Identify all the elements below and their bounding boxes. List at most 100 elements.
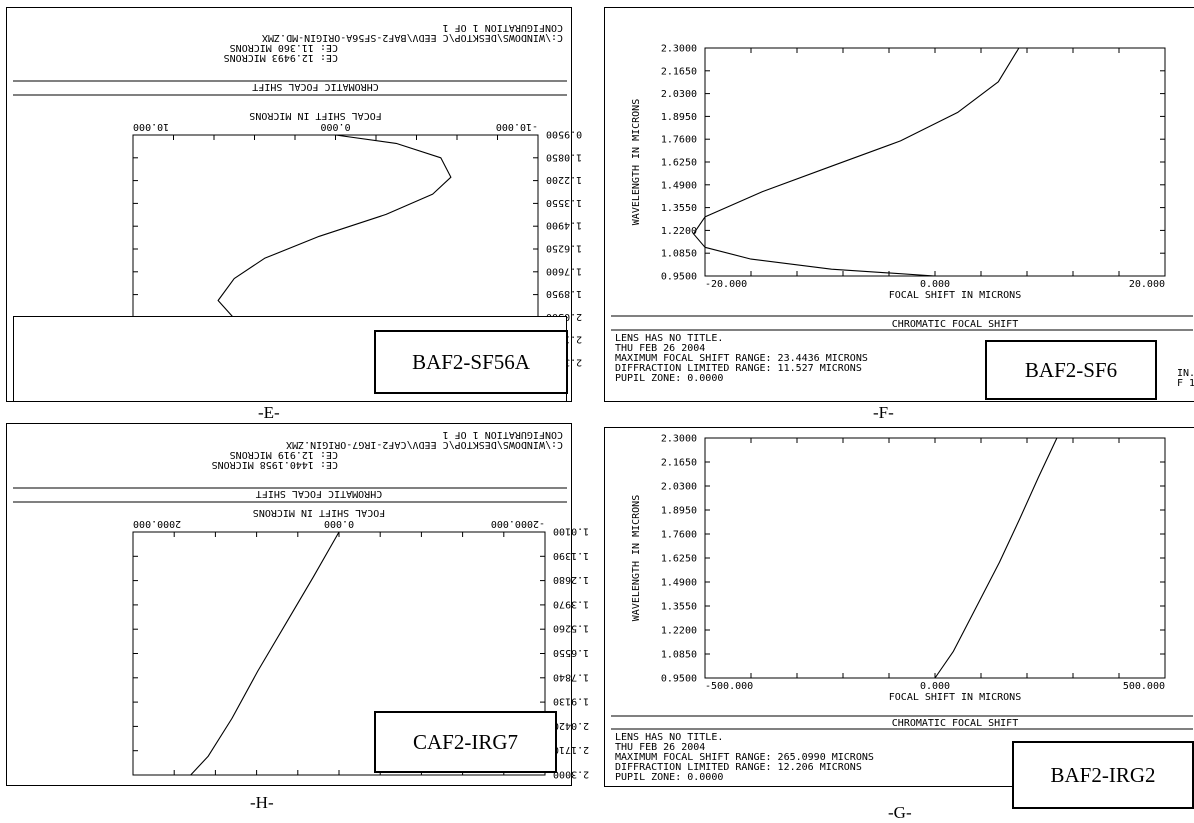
y-tick-label: 1.7840: [553, 671, 589, 682]
plot-frame: [704, 47, 1166, 277]
y-axis-label: WAVELENGTH IN MICRONS: [631, 495, 642, 621]
x-tick-label: 0.000: [920, 279, 950, 290]
x-tick-label: 500.000: [1123, 681, 1165, 692]
info-line: LENS HAS NO TITLE.: [615, 732, 723, 743]
x-axis-label: FOCAL SHIFT IN MICRONS: [249, 110, 381, 121]
y-tick-label: 1.4900: [546, 220, 582, 231]
chart-title: CHROMATIC FOCAL SHIFT: [256, 488, 382, 499]
y-tick-label: 1.0850: [661, 650, 697, 661]
x-tick-label: -2000.000: [491, 518, 545, 529]
x-tick-label: 2000.000: [133, 518, 181, 529]
y-tick-label: 2.3000: [661, 434, 697, 445]
y-axis-label: WAVELENGTH IN MICRONS: [631, 99, 642, 225]
info-line: THU FEB 26 2004: [615, 343, 705, 354]
footer-line: C:\WINDOWS\DESKTOP\C EEDV\BAF2-SF56A-ORI…: [262, 32, 563, 43]
panel-f: 0.9500 1.0850 1.2200 1.3550 1.4900 1.6250 1.76…: [604, 7, 1194, 402]
y-tick-label: 1.7600: [546, 265, 582, 276]
y-tick-label: 1.4900: [661, 180, 697, 191]
range-line: CE: 12.9493 MICRONS: [224, 52, 338, 63]
panel-letter-g: -G-: [888, 803, 912, 822]
x-tick-label: 0.000: [324, 518, 354, 529]
glass-label-f: BAF2-SF6: [985, 340, 1157, 400]
y-tick-label: 2.1650: [661, 458, 697, 469]
panel-g: 0.9500 1.0850 1.2200 1.3550 1.4900 1.6250 1.76…: [604, 427, 1194, 787]
y-tick-label: 1.3550: [661, 203, 697, 214]
x-tick-label: -10.000: [496, 121, 538, 132]
y-tick-label: 1.0100: [553, 526, 589, 537]
info-line: DIFFRACTION LIMITED RANGE: 12.206 MICRON…: [615, 762, 862, 773]
info-line: MAXIMUM FOCAL SHIFT RANGE: 265.0990 MICR…: [615, 752, 874, 763]
footer-line: CONFIGURATION 1 OF 1: [443, 22, 563, 33]
footer-line: CONFIGURATION 1 OF 1: [443, 429, 563, 440]
footer-line: C:\WINDOWS\DESKTOP\C EEDV\CAF2-IRG7-ORIG…: [286, 439, 563, 450]
glass-label-g: BAF2-IRG2: [1012, 741, 1194, 809]
y-tick-label: 1.6250: [661, 158, 697, 169]
y-tick-label: 1.6550: [553, 647, 589, 658]
info-line: PUPIL ZONE: 0.0000: [615, 772, 723, 783]
info-line: THU FEB 26 2004: [615, 742, 705, 753]
y-tick-label: 1.3550: [546, 197, 582, 208]
y-tick-label: 1.0850: [546, 151, 582, 162]
x-tick-label: 0.000: [920, 681, 950, 692]
y-tick-label: 0.9500: [661, 272, 697, 283]
y-tick-label: 1.5260: [553, 623, 589, 634]
x-tick-label: -20.000: [705, 279, 747, 290]
y-tick-label: 2.0420: [553, 720, 589, 731]
y-tick-label: 1.8950: [546, 288, 582, 299]
y-tick-label: 1.3550: [661, 602, 697, 613]
panel-h: 1.0100 1.1390 1.2680 1.3970 1.5260 1.6550 1.78…: [6, 423, 619, 786]
y-tick-label: 2.0300: [661, 482, 697, 493]
x-tick-label: 20.000: [1129, 279, 1165, 290]
y-tick-label: 2.3000: [553, 769, 589, 780]
y-tick-label: 2.0300: [661, 89, 697, 100]
chart-group-f: 0.9500 1.0850 1.2200 1.3550 1.4900 1.6250 1.76…: [611, 44, 1194, 389]
chart-group-g: 0.9500 1.0850 1.2200 1.3550 1.4900 1.6250 1.76…: [611, 434, 1193, 783]
y-tick-label: 1.2200: [661, 626, 697, 637]
x-tick-label: -500.000: [705, 681, 753, 692]
focal-shift-curve: [934, 437, 1058, 679]
glass-label-e: BAF2-SF56A: [374, 330, 568, 394]
y-tick-label: 1.9130: [553, 696, 589, 707]
plot-frame: [704, 437, 1166, 679]
y-tick-label: 1.8950: [661, 112, 697, 123]
info-line: MAXIMUM FOCAL SHIFT RANGE: 23.4436 MICRO…: [615, 353, 868, 364]
panel-e: 0.9500 1.0850 1.2200 1.3550 1.4900 1.6250 1.76…: [6, 7, 612, 402]
x-axis-label: FOCAL SHIFT IN MICRONS: [889, 692, 1021, 703]
y-tick-label: 0.9500: [546, 129, 582, 140]
chart-group-h: 1.0100 1.1390 1.2680 1.3970 1.5260 1.6550 1.78…: [13, 429, 619, 780]
y-tick-label: 2.3000: [661, 44, 697, 55]
chart-g: 0.9500 1.0850 1.2200 1.3550 1.4900 1.6250 1.76…: [611, 434, 1193, 783]
x-tick-label: 0.000: [320, 121, 350, 132]
y-tick-label: 1.2200: [661, 226, 697, 237]
footer-line: F 1: [1177, 378, 1194, 389]
footer-line: IN.ZMX: [1177, 368, 1194, 379]
y-tick-label: 1.2680: [553, 574, 589, 585]
chart-title: CHROMATIC FOCAL SHIFT: [252, 81, 378, 92]
x-axis-label: FOCAL SHIFT IN MICRONS: [253, 507, 385, 518]
glass-label-h: CAF2-IRG7: [374, 711, 557, 773]
chart-f: 0.9500 1.0850 1.2200 1.3550 1.4900 1.6250 1.76…: [611, 44, 1194, 389]
chart-h: 1.0100 1.1390 1.2680 1.3970 1.5260 1.6550 1.78…: [13, 429, 619, 780]
chart-title: CHROMATIC FOCAL SHIFT: [892, 718, 1018, 729]
y-tick-label: 1.1390: [553, 550, 589, 561]
y-tick-label: 1.7600: [661, 530, 697, 541]
panel-letter-f: -F-: [873, 403, 894, 422]
info-line: LENS HAS NO TITLE.: [615, 333, 723, 344]
panel-letter-h: -H-: [250, 793, 274, 812]
info-line: PUPIL ZONE: 0.0000: [615, 373, 723, 384]
x-tick-label: 10.000: [133, 121, 169, 132]
focal-shift-curve: [692, 47, 1020, 277]
y-tick-label: 1.4900: [661, 578, 697, 589]
y-tick-label: 1.3970: [553, 598, 589, 609]
y-tick-label: 1.6250: [546, 243, 582, 254]
y-tick-label: 1.0850: [661, 249, 697, 260]
y-tick-label: 2.1710: [553, 744, 589, 755]
range-line: CE: 12.919 MICRONS: [230, 449, 338, 460]
y-tick-label: 1.8950: [661, 506, 697, 517]
y-tick-label: 0.9500: [661, 674, 697, 685]
y-tick-label: 2.1650: [661, 66, 697, 77]
y-tick-label: 1.6250: [661, 554, 697, 565]
y-tick-label: 1.2200: [546, 174, 582, 185]
range-line: CE: 1440.1958 MICRONS: [212, 459, 338, 470]
chart-title: CHROMATIC FOCAL SHIFT: [892, 319, 1018, 330]
